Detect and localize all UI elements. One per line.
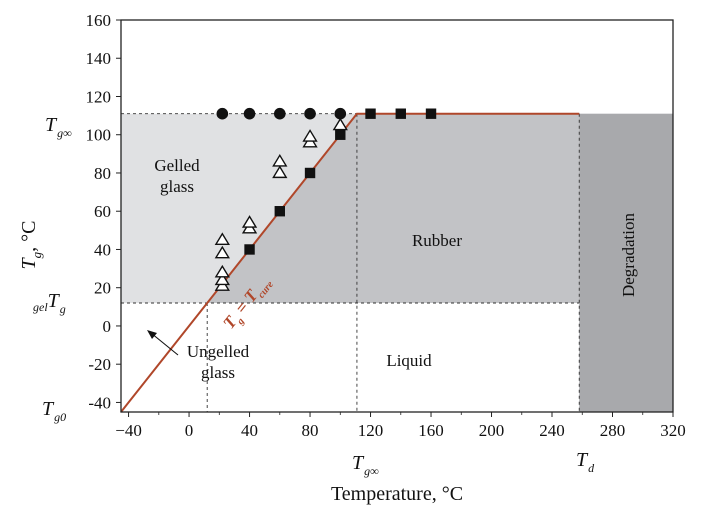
x-tick-label: 80 (302, 421, 319, 440)
x-tick-label: 0 (185, 421, 194, 440)
x-tick-label: 200 (479, 421, 505, 440)
rubber-label: Rubber (412, 231, 462, 250)
td-x-annotation: Td (576, 449, 595, 475)
data-point-open-triangle (272, 165, 288, 179)
region-gelled-glass (121, 113, 357, 304)
tg-inf-y-annotation: Tg∞ (45, 114, 72, 140)
gel-tg-y-annotation: gelTg (33, 290, 66, 316)
data-point-open-triangle (332, 117, 348, 131)
data-point-open-triangle (272, 153, 288, 167)
data-points-layer (214, 107, 437, 291)
y-tick-label: 60 (94, 202, 111, 221)
degradation-label: Degradation (619, 212, 638, 297)
x-tick-label: 160 (418, 421, 444, 440)
data-point-circle (273, 107, 286, 120)
y-tick-label: 140 (86, 49, 112, 68)
data-point-square (304, 167, 316, 179)
ungelled-glass-label: Ungelled glass (187, 342, 250, 382)
data-point-circle (334, 107, 347, 120)
x-tick-label: 120 (358, 421, 384, 440)
region-liquid (207, 303, 580, 412)
x-tick-label: 320 (660, 421, 686, 440)
y-tick-label: 80 (94, 164, 111, 183)
data-point-square (244, 244, 255, 255)
region-degradation (579, 113, 673, 412)
y-tick-label: 0 (103, 317, 112, 336)
x-tick-label: −40 (115, 421, 142, 440)
x-tick-label: 280 (600, 421, 626, 440)
data-point-open-triangle (214, 264, 230, 278)
data-point-open-triangle (214, 245, 230, 259)
data-point-square (395, 108, 406, 119)
data-point-square (365, 108, 376, 119)
ungelled-glass-arrow (150, 332, 179, 356)
data-point-circle (304, 107, 316, 120)
data-point-square (274, 206, 285, 217)
y-axis-title: Tg, °C (18, 221, 44, 270)
data-point-circle (243, 107, 256, 120)
data-point-open-triangle (241, 215, 258, 228)
y-tick-label: -20 (88, 355, 111, 374)
data-point-open-triangle (302, 129, 318, 142)
tg-equals-tcure-line (120, 112, 580, 413)
tg0-y-annotation: Tg0 (42, 398, 66, 424)
x-tick-label: 40 (241, 421, 258, 440)
y-tick-label: 100 (86, 126, 112, 145)
regions-layer (121, 113, 673, 412)
gelled-glass-label: Gelled glass (154, 156, 200, 196)
y-tick-label: 20 (94, 279, 111, 298)
tg-inf-x-annotation: Tg∞ (352, 452, 379, 478)
liquid-label: Liquid (386, 351, 432, 370)
y-tick-label: 160 (86, 11, 112, 30)
data-point-open-triangle (214, 232, 230, 246)
y-tick-label: -40 (88, 393, 111, 412)
data-point-square (425, 108, 437, 119)
data-point-square (335, 129, 346, 140)
x-tick-label: 240 (539, 421, 565, 440)
tick-labels-layer: −40 0 40 80 120 160 200 240 280 320 -40 -20 0 20 40 60 8… (86, 11, 686, 440)
data-point-circle (216, 107, 229, 120)
y-tick-label: 40 (94, 240, 111, 259)
y-tick-label: 120 (86, 87, 112, 106)
plot-border (120, 19, 674, 413)
data-point-open-triangle (214, 272, 230, 286)
reference-lines-layer (120, 112, 580, 413)
arrow-head-icon (147, 330, 157, 339)
region-rubber (207, 113, 580, 304)
plot-frame (116, 19, 674, 417)
x-axis-title: Temperature, °C (331, 483, 463, 505)
